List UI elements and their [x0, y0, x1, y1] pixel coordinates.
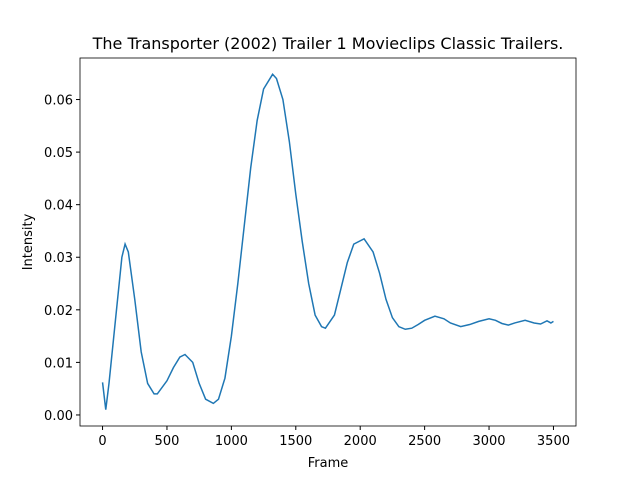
- y-tick-label: 0.03: [44, 251, 73, 266]
- plot-frame: [79, 57, 577, 427]
- x-tick-label: 3500: [537, 434, 570, 449]
- y-axis-label: Intensity: [21, 213, 36, 270]
- x-axis-label: Frame: [308, 456, 349, 471]
- x-tick-label: 0: [98, 434, 106, 449]
- y-tick-label: 0.06: [44, 94, 73, 109]
- y-tick-label: 0.02: [44, 304, 73, 319]
- y-tick-label: 0.05: [44, 146, 73, 161]
- y-tick-label: 0.01: [44, 356, 73, 371]
- data-line: [101, 73, 554, 410]
- chart-title: The Transporter (2002) Trailer 1 Moviecl…: [92, 34, 564, 53]
- x-tick-label: 1500: [279, 434, 312, 449]
- y-tick-label: 0.00: [44, 409, 73, 424]
- y-tick-label: 0.04: [44, 199, 73, 214]
- x-tick-label: 3000: [472, 434, 505, 449]
- x-tick-label: 1000: [215, 434, 248, 449]
- x-tick-label: 2500: [408, 434, 441, 449]
- x-tick-label: 500: [155, 434, 180, 449]
- x-tick-label: 2000: [344, 434, 377, 449]
